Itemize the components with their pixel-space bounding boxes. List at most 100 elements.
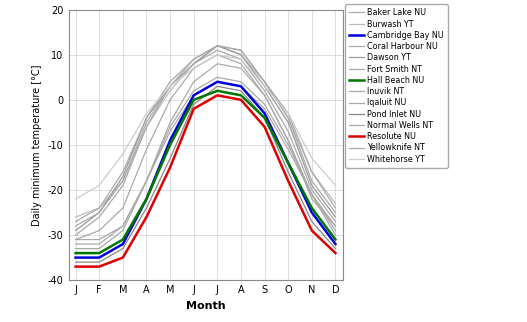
Resolute NU xyxy=(309,229,315,232)
Resolute NU xyxy=(238,98,244,102)
Baker Lake NU xyxy=(261,93,268,97)
Legend: Baker Lake NU, Burwash YT, Cambridge Bay NU, Coral Harbour NU, Dawson YT, Fort S: Baker Lake NU, Burwash YT, Cambridge Bay… xyxy=(345,4,448,168)
Iqaluit NU xyxy=(191,93,197,97)
Whitehorse YT xyxy=(309,156,315,160)
Fort Smith NT xyxy=(261,80,268,84)
Cambridge Bay NU xyxy=(333,242,339,246)
Hall Beach NU xyxy=(333,238,339,242)
Inuvik NT xyxy=(72,238,79,242)
Inuvik NT xyxy=(143,147,150,151)
Coral Harbour NU xyxy=(238,80,244,84)
Yellowknife NT xyxy=(309,179,315,183)
Whitehorse YT xyxy=(96,184,102,187)
Baker Lake NU xyxy=(309,193,315,196)
Resolute NU xyxy=(191,107,197,111)
Pond Inlet NU xyxy=(143,206,150,210)
Resolute NU xyxy=(333,251,339,255)
X-axis label: Month: Month xyxy=(186,300,226,310)
Line: Burwash YT: Burwash YT xyxy=(75,46,336,217)
Inuvik NT xyxy=(309,197,315,201)
Whitehorse YT xyxy=(120,152,126,156)
Pond Inlet NU xyxy=(333,247,339,251)
Baker Lake NU xyxy=(285,138,291,142)
Whitehorse YT xyxy=(167,84,173,88)
Burwash YT xyxy=(333,202,339,205)
Coral Harbour NU xyxy=(309,193,315,196)
Baker Lake NU xyxy=(72,247,79,251)
Dawson YT xyxy=(285,120,291,124)
Dawson YT xyxy=(238,53,244,57)
Cambridge Bay NU xyxy=(285,161,291,165)
Coral Harbour NU xyxy=(120,224,126,228)
Burwash YT xyxy=(96,206,102,210)
Iqaluit NU xyxy=(214,80,220,84)
Line: Yellowknife NT: Yellowknife NT xyxy=(75,46,336,226)
Iqaluit NU xyxy=(120,224,126,228)
Iqaluit NU xyxy=(143,179,150,183)
Burwash YT xyxy=(191,62,197,66)
Normal Wells NT xyxy=(143,125,150,129)
Cambridge Bay NU xyxy=(309,211,315,214)
Line: Baker Lake NU: Baker Lake NU xyxy=(75,64,336,249)
Iqaluit NU xyxy=(261,107,268,111)
Whitehorse YT xyxy=(333,184,339,187)
Yellowknife NT xyxy=(238,48,244,52)
Fort Smith NT xyxy=(238,48,244,52)
Burwash YT xyxy=(238,53,244,57)
Iqaluit NU xyxy=(285,147,291,151)
Cambridge Bay NU xyxy=(238,84,244,88)
Hall Beach NU xyxy=(191,98,197,102)
Yellowknife NT xyxy=(191,57,197,61)
Cambridge Bay NU xyxy=(214,80,220,84)
Baker Lake NU xyxy=(191,80,197,84)
Iqaluit NU xyxy=(96,238,102,242)
Dawson YT xyxy=(261,84,268,88)
Hall Beach NU xyxy=(120,238,126,242)
Line: Inuvik NT: Inuvik NT xyxy=(75,55,336,240)
Burwash YT xyxy=(167,89,173,93)
Fort Smith NT xyxy=(214,44,220,48)
Whitehorse YT xyxy=(238,57,244,61)
Pond Inlet NU xyxy=(120,247,126,251)
Yellowknife NT xyxy=(214,44,220,48)
Normal Wells NT xyxy=(333,220,339,223)
Hall Beach NU xyxy=(167,143,173,147)
Inuvik NT xyxy=(261,93,268,97)
Yellowknife NT xyxy=(167,84,173,88)
Iqaluit NU xyxy=(72,238,79,242)
Fort Smith NT xyxy=(191,57,197,61)
Normal Wells NT xyxy=(191,62,197,66)
Cambridge Bay NU xyxy=(261,111,268,115)
Hall Beach NU xyxy=(285,161,291,165)
Inuvik NT xyxy=(285,138,291,142)
Baker Lake NU xyxy=(333,233,339,237)
Whitehorse YT xyxy=(261,84,268,88)
Normal Wells NT xyxy=(120,184,126,187)
Cambridge Bay NU xyxy=(143,197,150,201)
Cambridge Bay NU xyxy=(72,256,79,260)
Baker Lake NU xyxy=(167,120,173,124)
Dawson YT xyxy=(214,44,220,48)
Baker Lake NU xyxy=(143,179,150,183)
Burwash YT xyxy=(309,170,315,174)
Resolute NU xyxy=(167,166,173,169)
Resolute NU xyxy=(96,265,102,269)
Coral Harbour NU xyxy=(167,125,173,129)
Line: Cambridge Bay NU: Cambridge Bay NU xyxy=(75,82,336,258)
Line: Iqaluit NU: Iqaluit NU xyxy=(75,82,336,240)
Resolute NU xyxy=(261,125,268,129)
Hall Beach NU xyxy=(143,197,150,201)
Normal Wells NT xyxy=(72,233,79,237)
Yellowknife NT xyxy=(120,179,126,183)
Line: Dawson YT: Dawson YT xyxy=(75,46,336,231)
Dawson YT xyxy=(191,62,197,66)
Pond Inlet NU xyxy=(261,116,268,120)
Pond Inlet NU xyxy=(238,89,244,93)
Fort Smith NT xyxy=(72,220,79,223)
Pond Inlet NU xyxy=(285,170,291,174)
Whitehorse YT xyxy=(72,197,79,201)
Fort Smith NT xyxy=(333,206,339,210)
Coral Harbour NU xyxy=(143,179,150,183)
Dawson YT xyxy=(120,175,126,178)
Baker Lake NU xyxy=(96,247,102,251)
